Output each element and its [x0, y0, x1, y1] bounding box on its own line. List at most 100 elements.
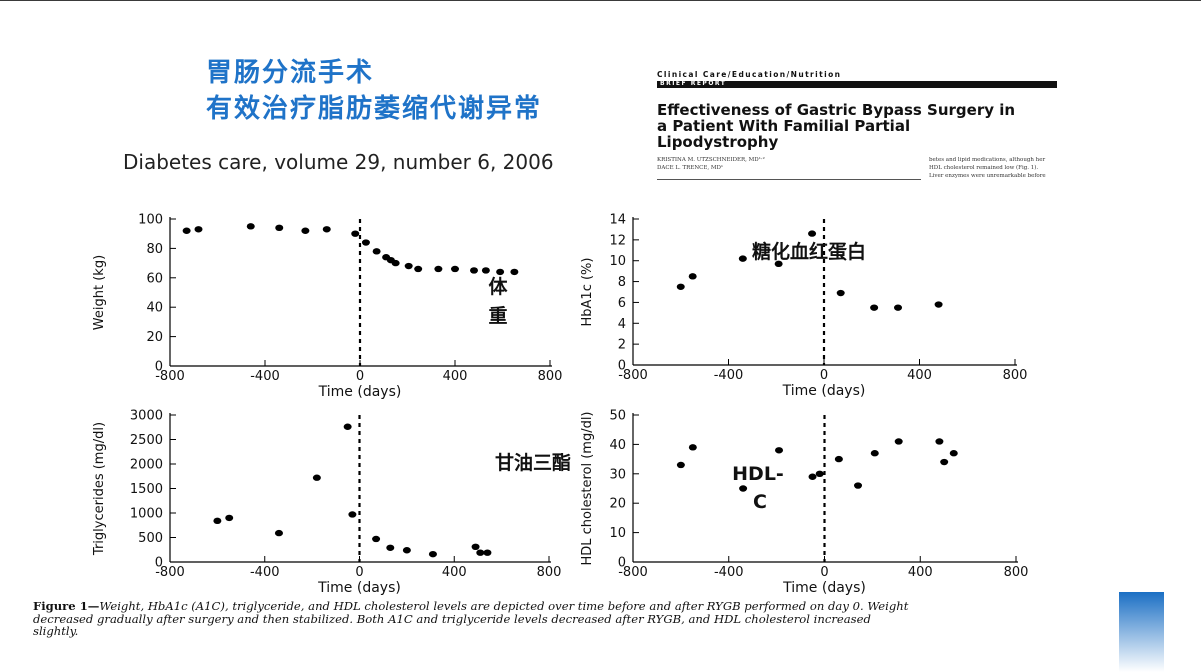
chart-hba1c: 0 2 4 6 8 10 12 14 -800 -400 0 400 800 Time (days) HbA… [580, 213, 1027, 400]
data-point [301, 227, 310, 234]
y-tick-label: 8 [618, 275, 626, 290]
y-tick-label: 10 [609, 526, 626, 541]
y-axis-label: Triglycerides (mg/dl) [92, 422, 107, 556]
data-point [225, 514, 234, 522]
y-tick-label: 10 [609, 254, 626, 269]
y-tick-label: 3000 [130, 409, 163, 424]
data-point [470, 267, 478, 274]
x-tick-label: -800 [618, 368, 648, 383]
data-point [676, 461, 685, 469]
y-tick-label: 500 [138, 531, 163, 546]
y-axis-label: HDL cholesterol (mg/dl) [580, 411, 595, 565]
paper-section-bar: BRIEF REPORT [657, 80, 1057, 88]
paper-body-line3: Liver enzymes were unremarkable before [929, 173, 1046, 179]
figure-caption-line2: decreased gradually after surgery and th… [33, 611, 871, 626]
chart-annotation: 糖化血红蛋白 [752, 240, 866, 263]
data-point [808, 473, 817, 480]
y-tick-label: 0 [618, 359, 626, 374]
data-point [351, 230, 360, 237]
data-point [182, 227, 191, 234]
x-tick-label: 0 [355, 565, 363, 580]
x-tick-label: -400 [250, 565, 280, 580]
data-point [402, 547, 411, 554]
x-axis-label: Time (days) [782, 580, 866, 596]
paper-title-line2: a Patient With Familial Partial [657, 117, 911, 135]
y-tick-label: 12 [609, 233, 626, 248]
y-tick-label: 0 [155, 360, 163, 375]
top-rule [0, 0, 1201, 1]
paper-title-line3: Lipodystrophy [657, 133, 779, 151]
data-point [510, 268, 519, 276]
data-point [372, 248, 381, 255]
y-tick-label: 20 [609, 497, 626, 512]
data-point [476, 549, 485, 556]
x-tick-label: -400 [714, 565, 744, 580]
x-tick-label: 800 [1004, 565, 1029, 580]
data-point [275, 224, 284, 232]
chart-annotation: 体 [488, 275, 508, 298]
y-tick-label: 2 [618, 338, 626, 353]
paper-author-2: DACE L. TRENCE, MD¹ [657, 165, 724, 171]
accent-gradient-block [1119, 592, 1164, 672]
x-tick-label: 800 [538, 369, 563, 384]
data-point [451, 265, 459, 273]
x-axis-label: Time (days) [317, 580, 401, 596]
x-tick-label: 400 [443, 369, 468, 384]
x-tick-label: 400 [442, 565, 467, 580]
data-point [348, 511, 357, 518]
figure-caption-label: Figure 1— [33, 599, 100, 613]
data-point [834, 455, 843, 463]
data-point [688, 444, 697, 451]
data-point [361, 239, 370, 246]
paper-section-label: Clinical Care/Education/Nutrition [657, 70, 842, 79]
data-point [815, 470, 824, 477]
citation: Diabetes care, volume 29, number 6, 2006 [123, 150, 554, 174]
data-point [738, 255, 747, 262]
data-point [483, 549, 492, 556]
paper-rule [657, 179, 921, 180]
data-point [676, 283, 685, 290]
x-axis-label: Time (days) [318, 384, 402, 400]
x-tick-label: 0 [820, 368, 828, 383]
y-tick-label: 60 [146, 271, 163, 286]
y-tick-label: 50 [609, 409, 626, 424]
y-tick-label: 0 [155, 556, 163, 571]
chart-annotation: C [753, 491, 767, 513]
paper-section-bar-label: BRIEF REPORT [660, 80, 727, 87]
data-point [739, 485, 748, 492]
data-point [246, 223, 255, 230]
data-point [194, 226, 203, 233]
slide-title-line1: 胃肠分流手术 [206, 58, 375, 88]
paper-title-line1: Effectiveness of Gastric Bypass Surgery … [657, 101, 1016, 119]
y-tick-label: 2000 [130, 458, 163, 473]
data-point [312, 474, 321, 481]
chart-weight: 0 20 40 60 80 100 -800 -400 0 400 800 Time (days) We… [92, 213, 562, 401]
data-point [949, 450, 958, 457]
figure-caption: Figure 1—Weight, HbA1c (A1C), triglyceri… [33, 600, 1103, 638]
x-tick-label: -800 [155, 369, 185, 384]
data-point [481, 267, 490, 274]
x-tick-label: 800 [537, 565, 562, 580]
y-tick-label: 40 [146, 301, 163, 316]
paper-body-line1: betes and lipid medications, although he… [929, 157, 1046, 163]
figure-caption-text1: Weight, HbA1c (A1C), triglyceride, and H… [99, 599, 909, 613]
data-point [774, 260, 783, 268]
data-point [688, 273, 697, 280]
y-tick-label: 1000 [130, 507, 163, 522]
x-tick-label: -800 [155, 565, 185, 580]
x-axis-label: Time (days) [782, 383, 866, 399]
data-point [870, 450, 879, 457]
x-tick-label: -400 [250, 369, 280, 384]
data-point [471, 543, 480, 551]
data-point [414, 265, 423, 273]
data-point [808, 230, 817, 237]
y-tick-label: 40 [609, 438, 626, 453]
chart-annotation: 重 [488, 305, 507, 327]
x-tick-label: 400 [907, 368, 932, 383]
data-point [434, 265, 443, 273]
paper-authors: KRISTINA M. UTZSCHNEIDER, MD¹·² DACE L. … [657, 156, 765, 172]
paper-body-snippet: betes and lipid medications, although he… [929, 156, 1059, 180]
y-tick-label: 6 [618, 296, 626, 311]
y-axis-label: HbA1c (%) [580, 258, 595, 327]
